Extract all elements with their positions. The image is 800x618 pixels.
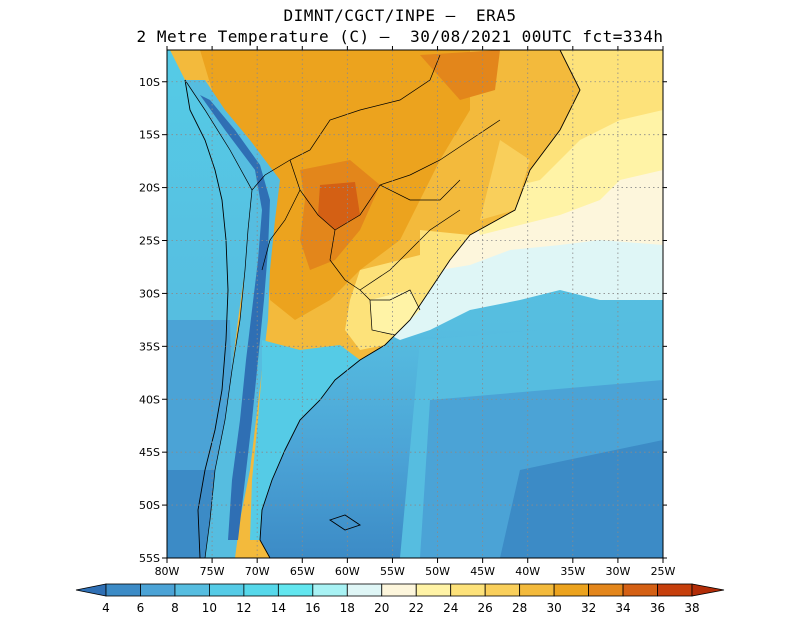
colorbar-swatch: [346, 583, 383, 597]
colorbar-label: 32: [581, 601, 596, 615]
colorbar-swatch: [588, 583, 624, 597]
colorbar-label: 20: [374, 601, 389, 615]
colorbar-swatch: [553, 583, 589, 597]
map-title-line2: 2 Metre Temperature (C) – 30/08/2021 00U…: [136, 27, 664, 46]
coastline: [184, 50, 581, 558]
colorbar-swatch: [105, 583, 141, 597]
colorbar-label: 16: [305, 601, 320, 615]
colorbar-swatch: [312, 583, 348, 597]
colorbar-label: 6: [137, 601, 145, 615]
colorbar-swatch: [450, 583, 486, 597]
colorbar-swatch: [622, 583, 658, 597]
colorbar-label: 30: [546, 601, 561, 615]
colorbar-swatch: [174, 583, 210, 597]
colorbar-swatch: [277, 583, 314, 597]
lat-axis: 10S 15S 20S 25S 30S 35S 40S 45S 50S 55S: [139, 76, 667, 565]
colorbar-label: 28: [512, 601, 527, 615]
lon-tick-label: 25W: [651, 565, 676, 578]
colorbar-label: 36: [650, 601, 665, 615]
colorbar-swatch: [415, 583, 452, 597]
lat-tick-label: 40S: [139, 393, 160, 406]
colorbar-label: 38: [684, 601, 699, 615]
lat-tick-label: 25S: [139, 235, 160, 248]
lat-tick-label: 30S: [139, 287, 160, 300]
lon-tick-label: 65W: [290, 565, 315, 578]
lat-tick-label: 45S: [139, 446, 160, 459]
country-borders: [184, 54, 501, 558]
map-title-line1: DIMNT/CGCT/INPE – ERA5: [283, 6, 517, 25]
colorbar-label: 12: [236, 601, 251, 615]
colorbar-label: 26: [478, 601, 493, 615]
colorbar-label: 22: [409, 601, 424, 615]
colorbar-label: 14: [271, 601, 286, 615]
colorbar-swatch: [209, 583, 245, 597]
lat-tick-label: 10S: [139, 76, 160, 89]
lon-tick-label: 60W: [335, 565, 360, 578]
colorbar-high-arrow: [691, 583, 725, 597]
colorbar: 4 6 8 10 12 14 16 18 20 22 24 26 28 30 32 34 36 38: [75, 583, 725, 615]
colorbar-label: 34: [615, 601, 630, 615]
lon-tick-label: 30W: [605, 565, 630, 578]
lon-tick-label: 35W: [560, 565, 585, 578]
colorbar-low-arrow: [75, 583, 107, 597]
colorbar-label: 8: [171, 601, 179, 615]
colorbar-swatch: [484, 583, 521, 597]
lat-tick-label: 50S: [139, 499, 160, 512]
lon-tick-label: 55W: [380, 565, 405, 578]
colorbar-label: 4: [102, 601, 110, 615]
lon-tick-label: 70W: [245, 565, 270, 578]
colorbar-label: 24: [443, 601, 458, 615]
lat-tick-label: 20S: [139, 182, 160, 195]
lat-tick-label: 35S: [139, 340, 160, 353]
temperature-field: [167, 50, 663, 558]
colorbar-swatch: [243, 583, 279, 597]
colorbar-swatch: [657, 583, 693, 597]
plot-frame: [166, 49, 664, 559]
colorbar-swatch: [519, 583, 555, 597]
lon-tick-label: 45W: [470, 565, 495, 578]
lon-tick-label: 50W: [425, 565, 450, 578]
colorbar-label: 10: [202, 601, 217, 615]
lon-tick-label: 40W: [515, 565, 540, 578]
lon-tick-label: 75W: [200, 565, 225, 578]
gridlines: [167, 50, 663, 558]
lat-tick-label: 15S: [139, 129, 160, 142]
lon-axis: 80W 75W 70W 65W 60W 55W 50W 45W 40W 35W 30W 25W: [155, 46, 676, 578]
lat-tick-label: 55S: [139, 552, 160, 565]
colorbar-swatch: [381, 583, 417, 597]
colorbar-label: 18: [340, 601, 355, 615]
colorbar-swatch: [140, 583, 176, 597]
lon-tick-label: 80W: [155, 565, 180, 578]
